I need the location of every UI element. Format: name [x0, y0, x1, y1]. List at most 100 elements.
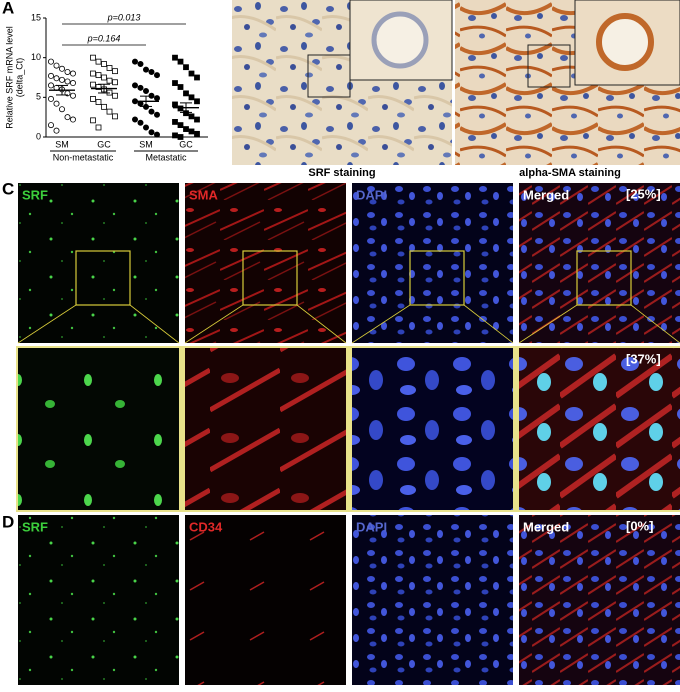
data-point [59, 65, 66, 72]
data-point [112, 113, 118, 120]
data-point [153, 111, 160, 118]
data-point [172, 54, 178, 61]
data-point [188, 113, 195, 120]
zoom-box [307, 54, 351, 98]
overlap-label: [25%] [626, 186, 661, 201]
data-point [112, 92, 118, 99]
vessel [596, 13, 654, 71]
data-point [90, 54, 96, 61]
data-point [64, 114, 71, 121]
fluorescence-image [519, 515, 680, 685]
zoom-line [630, 304, 680, 344]
data-point [64, 78, 71, 85]
group-label: Metastatic [145, 152, 187, 162]
data-point [142, 87, 149, 94]
fluorescence-image [18, 348, 179, 510]
data-point [53, 127, 60, 134]
overlap-label: [37%] [626, 351, 661, 366]
fluorescence-image [185, 515, 346, 685]
data-point [177, 84, 184, 90]
fluorescence-image [18, 515, 179, 685]
x-tick-label: SM [139, 139, 153, 149]
data-point [137, 61, 144, 68]
zoom-line [296, 304, 347, 344]
data-point [48, 82, 55, 89]
data-point [53, 62, 60, 69]
data-point [148, 108, 155, 115]
data-point [59, 76, 66, 83]
data-point [183, 90, 189, 97]
data-point [148, 68, 155, 75]
data-point [70, 80, 77, 87]
data-point [177, 58, 184, 65]
p-value: p=0.164 [87, 33, 121, 43]
data-point [101, 103, 107, 110]
data-point [172, 101, 178, 108]
zoom-line [129, 304, 180, 344]
data-point [131, 58, 138, 65]
x-tick-label: GC [97, 139, 111, 149]
data-point [101, 61, 107, 67]
fluorescence-panels: SRF SMA DAPI Merged [25%] [37%] SRF CD34 DAPI Mer… [16, 183, 680, 685]
data-point [153, 72, 160, 79]
zoom-box [242, 250, 298, 306]
data-point [106, 77, 113, 84]
data-point [172, 80, 178, 86]
data-point [131, 82, 138, 89]
data-point [183, 126, 189, 132]
fluorescence-image [519, 348, 680, 510]
data-point [59, 106, 66, 113]
data-point [137, 84, 144, 91]
group-label: Non-metastatic [53, 152, 114, 162]
data-point [131, 116, 138, 123]
data-point [106, 108, 113, 115]
zoom-line [351, 304, 411, 344]
data-point [137, 119, 144, 126]
channel-label: CD34 [189, 519, 223, 534]
data-point [48, 72, 55, 79]
data-point [194, 74, 200, 81]
data-point [112, 68, 118, 75]
data-point [188, 94, 195, 101]
data-point [188, 70, 195, 77]
data-point [95, 72, 102, 79]
data-point [95, 124, 102, 131]
fluorescence-image [352, 183, 513, 343]
data-point [70, 92, 77, 99]
data-point [194, 116, 200, 123]
data-point [48, 58, 55, 65]
data-point [95, 58, 102, 65]
y-tick-label: 0 [36, 131, 41, 141]
data-point [153, 95, 160, 102]
data-point [153, 131, 160, 138]
data-point [90, 117, 96, 124]
y-axis-label: Relative SRF mRNA level [4, 26, 14, 129]
vessel [371, 11, 429, 69]
data-point [48, 95, 55, 102]
p-value: p=0.013 [107, 12, 141, 22]
data-point [101, 74, 107, 81]
channel-label: SRF [22, 187, 48, 202]
zoom-box [576, 250, 632, 306]
data-point [70, 116, 77, 123]
data-point [53, 100, 60, 107]
data-point [95, 99, 102, 105]
fluorescence-image [185, 183, 346, 343]
data-point [90, 96, 96, 102]
zoom-line [463, 304, 514, 344]
panel-letter: A [2, 0, 14, 17]
zoom-line [17, 304, 77, 344]
channel-label: DAPI [356, 519, 387, 534]
zoom-box [527, 44, 571, 88]
x-tick-label: SM [55, 139, 69, 149]
channel-label: Merged [523, 187, 569, 202]
fluorescence-image [352, 348, 513, 510]
data-point [194, 98, 200, 105]
fluorescence-image [519, 183, 680, 343]
y-tick-label: 5 [36, 92, 41, 102]
y-tick-label: 10 [31, 52, 41, 62]
fluorescence-image [185, 348, 346, 510]
data-point [188, 128, 195, 135]
panel-letter: D [2, 512, 14, 531]
